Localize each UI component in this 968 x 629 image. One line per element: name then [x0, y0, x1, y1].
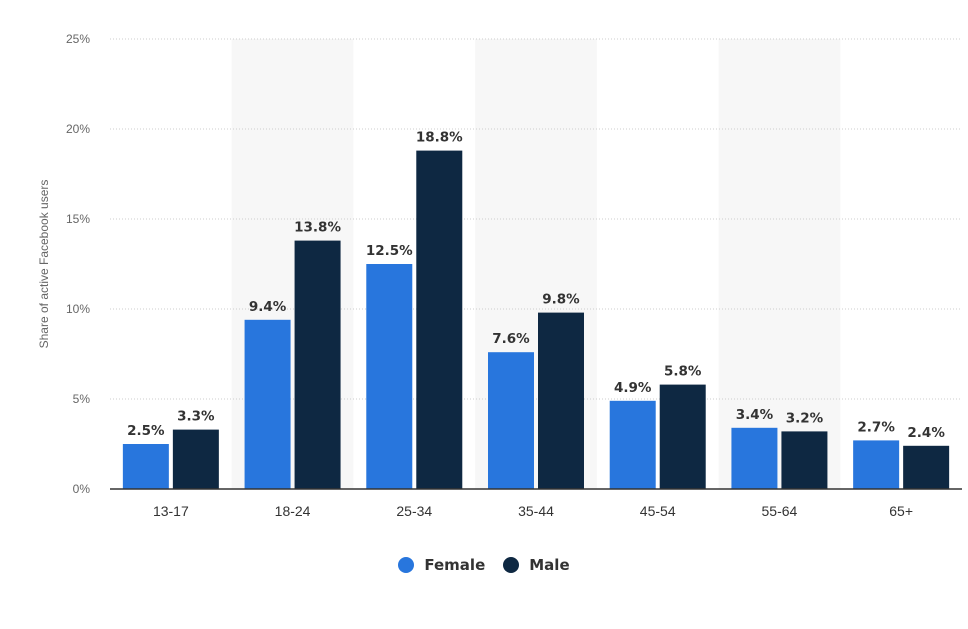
data-label-male-65+: 2.4% [907, 425, 945, 441]
data-label-female-55-64: 3.4% [736, 407, 774, 423]
x-tick-label: 65+ [889, 503, 913, 519]
data-label-female-18-24: 9.4% [249, 299, 287, 315]
y-axis-label: Share of active Facebook users [37, 180, 51, 349]
bar-female-35-44 [488, 352, 534, 489]
bar-female-55-64 [731, 427, 778, 489]
y-tick-label: 25% [66, 32, 90, 46]
x-tick-label: 13-17 [153, 503, 189, 519]
bar-chart: 0% 5% 10% 15% 20% 25% 2.5% 3.3% 9.4% 13.8% 12.5% 1… [37, 32, 962, 519]
data-labels: 2.5% 3.3% 9.4% 13.8% 12.5% 18.8% 7.6% 9.8% 4.9% 5… [127, 130, 945, 441]
bars [122, 150, 950, 489]
y-tick-label: 20% [66, 122, 90, 136]
data-label-male-25-34: 18.8% [416, 130, 463, 146]
data-label-male-18-24: 13.8% [294, 220, 341, 236]
data-label-male-45-54: 5.8% [664, 364, 702, 380]
y-tick-label: 15% [66, 212, 90, 226]
bar-male-18-24 [294, 240, 341, 489]
x-tick-label: 55-64 [762, 503, 798, 519]
x-tick-label: 18-24 [275, 503, 311, 519]
legend-marker-female [398, 557, 415, 573]
y-axis-ticks: 0% 5% 10% 15% 20% 25% [66, 32, 90, 496]
category-bands [231, 39, 841, 489]
data-label-female-65+: 2.7% [857, 419, 895, 435]
bar-female-13-17 [122, 444, 169, 489]
legend: Female Male [0, 552, 968, 578]
y-tick-label: 5% [73, 392, 91, 406]
data-label-female-35-44: 7.6% [492, 331, 530, 347]
legend-label-male: Male [529, 556, 570, 574]
bar-female-45-54 [609, 400, 656, 489]
data-label-male-13-17: 3.3% [177, 409, 215, 425]
bar-male-45-54 [659, 384, 706, 489]
x-tick-label: 35-44 [518, 503, 554, 519]
x-axis-ticks: 13-17 18-24 25-34 35-44 45-54 55-64 65+ [153, 503, 913, 519]
data-label-female-13-17: 2.5% [127, 423, 165, 439]
data-label-female-25-34: 12.5% [366, 243, 413, 259]
bar-male-25-34 [416, 150, 463, 489]
legend-item-male[interactable]: Male [503, 556, 570, 574]
legend-label-female: Female [424, 556, 486, 574]
band-55-64 [718, 39, 841, 489]
data-label-male-35-44: 9.8% [542, 292, 580, 308]
bar-male-55-64 [781, 431, 828, 489]
x-tick-label: 45-54 [640, 503, 676, 519]
bar-female-18-24 [244, 319, 291, 489]
legend-marker-male [503, 557, 520, 573]
y-tick-label: 0% [73, 482, 91, 496]
data-label-male-55-64: 3.2% [786, 410, 824, 426]
data-label-female-45-54: 4.9% [614, 380, 652, 396]
legend-item-female[interactable]: Female [398, 556, 485, 574]
bar-male-13-17 [172, 429, 219, 489]
x-tick-label: 25-34 [396, 503, 432, 519]
y-tick-label: 10% [66, 302, 90, 316]
bar-female-65+ [853, 440, 900, 489]
bar-male-35-44 [538, 312, 584, 489]
bar-female-25-34 [366, 264, 413, 489]
bar-male-65+ [903, 445, 950, 489]
